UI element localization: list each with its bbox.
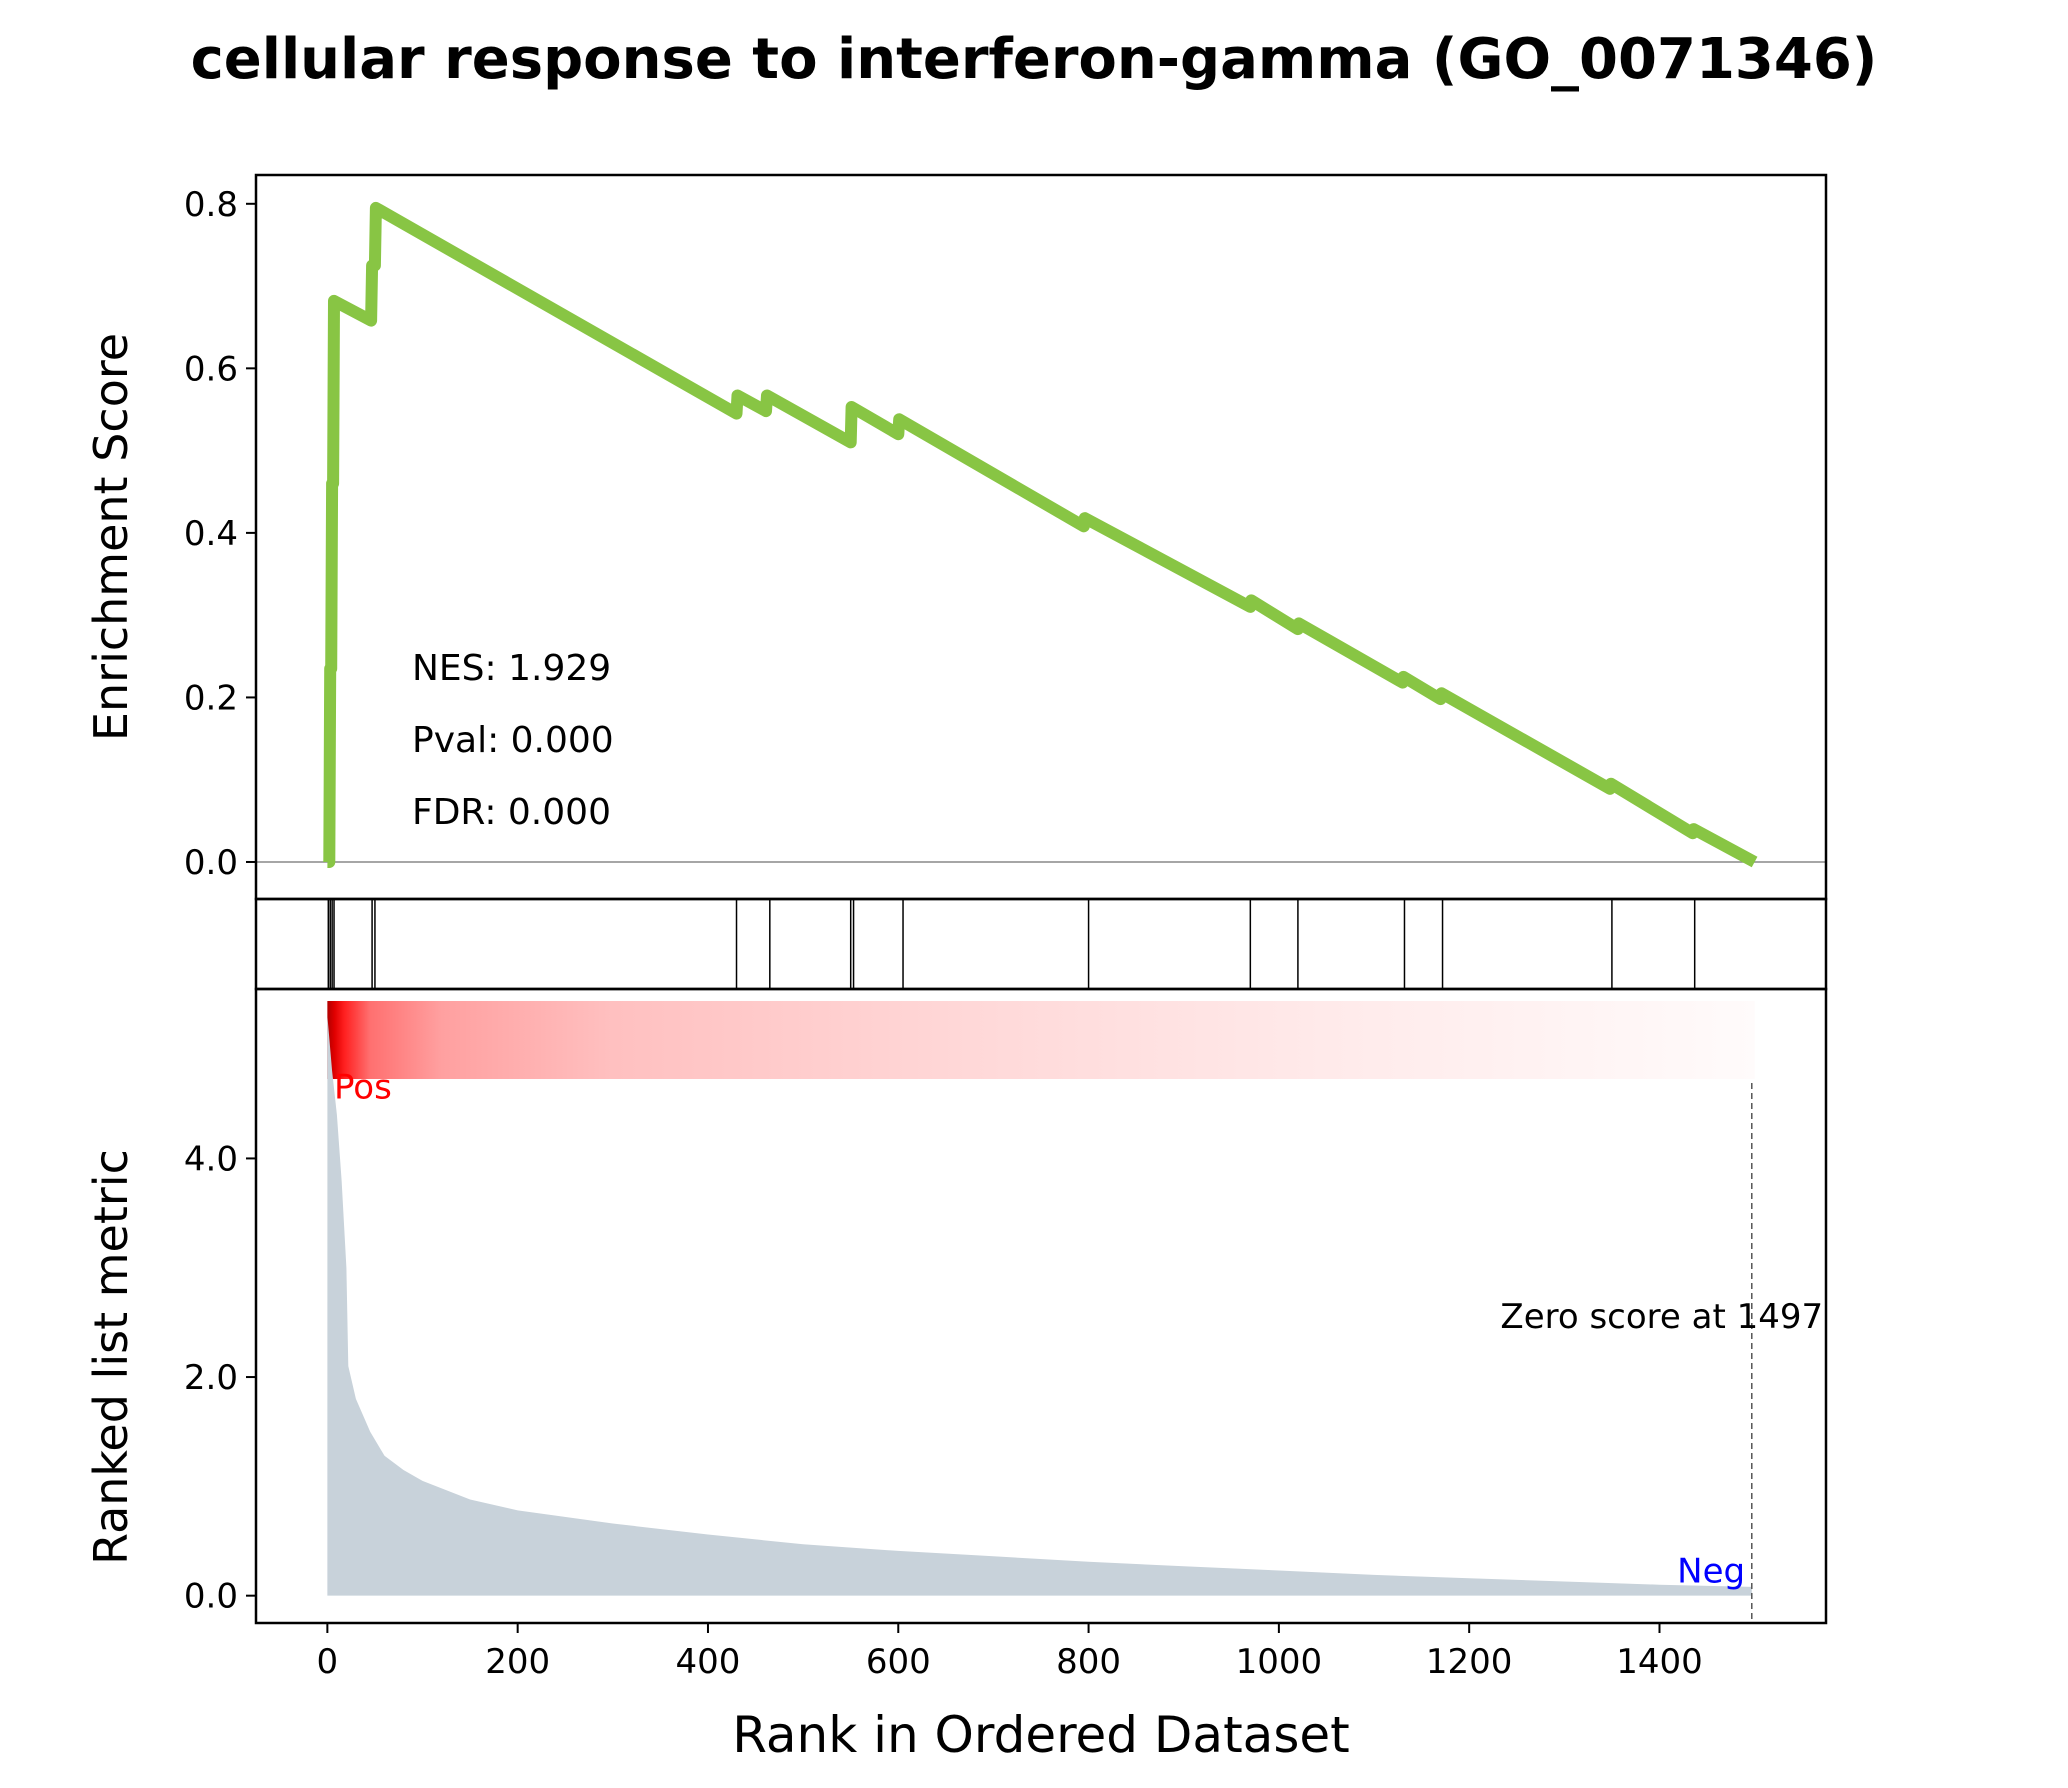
es-y-tick-label: 0.2 — [184, 678, 238, 718]
metric-y-tick-label: 0.0 — [184, 1577, 238, 1617]
ranked-metric-area — [327, 1016, 1752, 1596]
es-y-tick-label: 0.4 — [184, 514, 238, 554]
metric-y-tick-label: 4.0 — [184, 1139, 238, 1179]
x-tick-label: 0 — [317, 1642, 339, 1682]
x-tick-label: 1000 — [1236, 1642, 1323, 1682]
hits-panel — [254, 897, 1828, 991]
x-tick-label: 400 — [676, 1642, 741, 1682]
es-y-tick-label: 0.8 — [184, 185, 238, 225]
metric-y-ticks: 0.0 2.0 4.0 — [184, 1139, 256, 1617]
es-y-tick-label: 0.0 — [184, 843, 238, 883]
x-tick-label: 1400 — [1616, 1642, 1703, 1682]
fdr-stat: FDR: 0.000 — [412, 792, 611, 833]
x-axis-ticks: 0 200 400 600 800 1000 1200 1400 — [317, 1623, 1703, 1682]
x-tick-label: 1200 — [1426, 1642, 1513, 1682]
pos-label: Pos — [334, 1067, 392, 1107]
x-tick-label: 200 — [485, 1642, 550, 1682]
pval-stat: Pval: 0.000 — [412, 720, 614, 761]
zero-score-label: Zero score at 1497 — [1500, 1297, 1823, 1337]
ranked-metric-panel: 0.0 2.0 4.0 Pos Neg Zero score at 1497 — [184, 987, 1828, 1625]
x-tick-label: 600 — [866, 1642, 931, 1682]
neg-label: Neg — [1677, 1552, 1745, 1592]
x-axis-label: Rank in Ordered Dataset — [732, 1706, 1349, 1764]
hits-frame — [254, 897, 1828, 991]
enrichment-score-panel: 0.0 0.2 0.4 0.6 0.8 NES: 1.929 Pval: 0.000 F… — [184, 173, 1828, 901]
es-frame — [254, 173, 1828, 901]
metric-y-tick-label: 2.0 — [184, 1358, 238, 1398]
es-ylabel: Enrichment Score — [84, 333, 138, 741]
nes-stat: NES: 1.929 — [412, 648, 611, 689]
metric-frame — [254, 987, 1828, 1625]
chart-title: cellular response to interferon-gamma (G… — [191, 27, 1878, 92]
hit-markers — [327, 899, 1696, 989]
x-tick-label: 800 — [1056, 1642, 1121, 1682]
metric-ylabel: Ranked list metric — [84, 1149, 138, 1565]
es-series-line — [323, 201, 1758, 868]
es-y-tick-label: 0.6 — [184, 349, 238, 389]
es-y-ticks: 0.0 0.2 0.4 0.6 0.8 — [184, 185, 256, 883]
rank-heatmap-bar — [327, 1001, 1755, 1079]
